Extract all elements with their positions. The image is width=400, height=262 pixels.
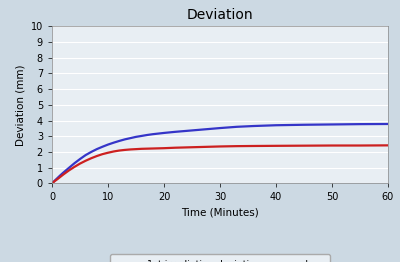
Re-irradiation deviation mean values <box>128 148 133 151</box>
1st irradiation deviation mean values <box>386 122 390 125</box>
1st irradiation deviation mean values <box>139 134 144 138</box>
1st irradiation deviation mean values <box>89 150 94 154</box>
1st irradiation deviation mean values <box>58 174 63 177</box>
Re-irradiation deviation mean values <box>145 147 150 150</box>
Title: Deviation: Deviation <box>187 8 253 22</box>
1st irradiation deviation mean values <box>61 171 66 174</box>
1st irradiation deviation mean values <box>330 123 334 126</box>
1st irradiation deviation mean values <box>106 143 110 146</box>
1st irradiation deviation mean values <box>50 182 54 185</box>
Re-irradiation deviation mean values <box>61 173 66 176</box>
1st irradiation deviation mean values <box>274 124 278 127</box>
1st irradiation deviation mean values <box>234 125 239 128</box>
Re-irradiation deviation mean values <box>251 144 256 148</box>
1st irradiation deviation mean values <box>145 133 150 137</box>
X-axis label: Time (Minutes): Time (Minutes) <box>181 208 259 218</box>
Re-irradiation deviation mean values <box>156 147 161 150</box>
Re-irradiation deviation mean values <box>52 179 57 183</box>
Re-irradiation deviation mean values <box>150 147 155 150</box>
Re-irradiation deviation mean values <box>94 155 99 158</box>
1st irradiation deviation mean values <box>111 141 116 144</box>
1st irradiation deviation mean values <box>302 123 306 126</box>
Re-irradiation deviation mean values <box>72 165 77 168</box>
1st irradiation deviation mean values <box>206 127 211 130</box>
1st irradiation deviation mean values <box>117 139 122 143</box>
1st irradiation deviation mean values <box>190 129 194 132</box>
1st irradiation deviation mean values <box>52 179 57 182</box>
Re-irradiation deviation mean values <box>100 152 105 156</box>
Re-irradiation deviation mean values <box>83 159 88 162</box>
Re-irradiation deviation mean values <box>58 175 63 178</box>
Re-irradiation deviation mean values <box>117 149 122 152</box>
Re-irradiation deviation mean values <box>218 145 222 148</box>
Re-irradiation deviation mean values <box>330 144 334 147</box>
Re-irradiation deviation mean values <box>190 146 194 149</box>
Line: 1st irradiation deviation mean values: 1st irradiation deviation mean values <box>52 124 388 183</box>
Legend: 1st irradiation deviation mean values, Re-irradiation deviation mean values: 1st irradiation deviation mean values, R… <box>110 254 330 262</box>
1st irradiation deviation mean values <box>55 176 60 179</box>
Re-irradiation deviation mean values <box>55 177 60 181</box>
Re-irradiation deviation mean values <box>386 144 390 147</box>
Re-irradiation deviation mean values <box>358 144 362 147</box>
1st irradiation deviation mean values <box>173 130 178 133</box>
1st irradiation deviation mean values <box>83 154 88 157</box>
1st irradiation deviation mean values <box>128 137 133 140</box>
1st irradiation deviation mean values <box>134 135 138 138</box>
Line: Re-irradiation deviation mean values: Re-irradiation deviation mean values <box>52 145 388 183</box>
Re-irradiation deviation mean values <box>122 148 127 151</box>
Re-irradiation deviation mean values <box>162 147 166 150</box>
Re-irradiation deviation mean values <box>66 169 71 172</box>
1st irradiation deviation mean values <box>72 162 77 165</box>
Re-irradiation deviation mean values <box>139 147 144 150</box>
1st irradiation deviation mean values <box>78 157 82 161</box>
1st irradiation deviation mean values <box>150 133 155 136</box>
Re-irradiation deviation mean values <box>134 148 138 151</box>
1st irradiation deviation mean values <box>100 145 105 148</box>
1st irradiation deviation mean values <box>162 131 166 134</box>
1st irradiation deviation mean values <box>251 124 256 128</box>
Re-irradiation deviation mean values <box>111 150 116 153</box>
1st irradiation deviation mean values <box>122 138 127 141</box>
Re-irradiation deviation mean values <box>89 157 94 160</box>
1st irradiation deviation mean values <box>358 123 362 126</box>
Re-irradiation deviation mean values <box>106 151 110 154</box>
1st irradiation deviation mean values <box>156 132 161 135</box>
1st irradiation deviation mean values <box>66 166 71 170</box>
Re-irradiation deviation mean values <box>173 146 178 149</box>
1st irradiation deviation mean values <box>218 127 222 130</box>
Re-irradiation deviation mean values <box>274 144 278 148</box>
1st irradiation deviation mean values <box>94 148 99 151</box>
Re-irradiation deviation mean values <box>50 182 54 185</box>
Re-irradiation deviation mean values <box>234 145 239 148</box>
Re-irradiation deviation mean values <box>78 162 82 165</box>
Re-irradiation deviation mean values <box>302 144 306 147</box>
Re-irradiation deviation mean values <box>206 145 211 148</box>
Y-axis label: Deviation (mm): Deviation (mm) <box>15 64 25 146</box>
